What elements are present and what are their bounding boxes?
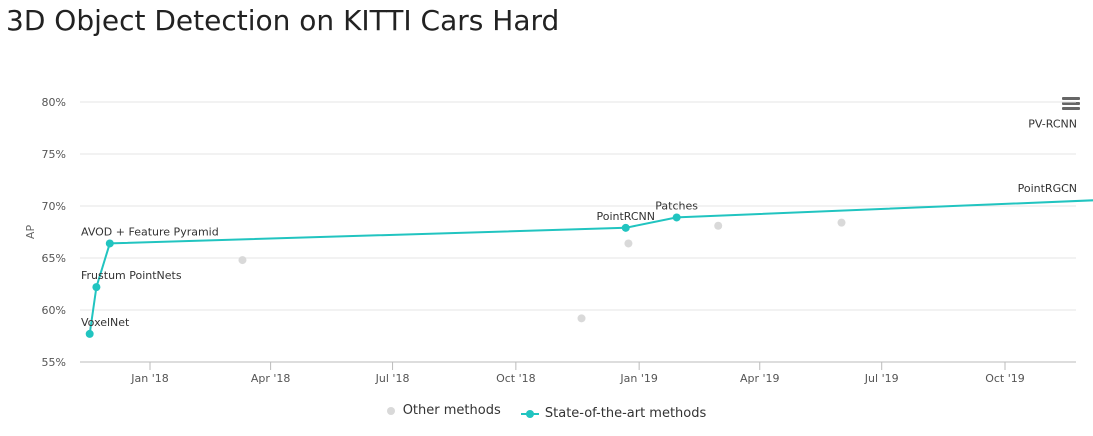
sota-point	[105, 239, 114, 248]
y-tick-label: 70%	[42, 200, 66, 213]
data-label: PointRCNN	[596, 210, 655, 223]
data-label: PointRGCN	[1018, 182, 1077, 195]
y-tick-label: 75%	[42, 148, 66, 161]
other-point	[238, 256, 247, 265]
x-tick-label: Oct '18	[496, 372, 536, 385]
y-tick-label: 65%	[42, 252, 66, 265]
y-tick-label: 80%	[42, 96, 66, 109]
legend-label-other: Other methods	[402, 403, 501, 418]
sota-point	[92, 283, 101, 292]
x-tick-label: Oct '19	[985, 372, 1025, 385]
chart: 55% 60% 65% 70% 75% 80% Jan '18 Apr '18 Jul '18 O…	[24, 96, 1093, 385]
x-tick-label: Jul '19	[864, 372, 899, 385]
legend: Other methods State-of-the-art methods	[0, 403, 1093, 421]
legend-label-sota: State-of-the-art methods	[544, 406, 707, 421]
data-labels: VoxelNet Frustum PointNets AVOD + Feature …	[81, 117, 1077, 329]
x-tick-label: Jan '18	[130, 372, 168, 385]
sota-point	[621, 223, 630, 232]
series	[85, 199, 1093, 338]
legend-marker-sota	[520, 409, 539, 418]
sota-line	[88, 199, 1093, 335]
axes	[80, 361, 1076, 370]
data-label: Patches	[655, 199, 698, 212]
tick-labels: 55% 60% 65% 70% 75% 80% Jan '18 Apr '18 Jul '18 O…	[24, 96, 1025, 385]
legend-item-other[interactable]: Other methods	[386, 403, 501, 418]
y-tick-label: 60%	[42, 304, 66, 317]
data-label: PV-RCNN	[1028, 117, 1077, 130]
other-point	[624, 239, 633, 248]
other-point	[577, 314, 586, 323]
legend-marker-other	[386, 406, 395, 415]
y-axis-title: AP	[24, 225, 37, 240]
data-label: Frustum PointNets	[81, 269, 182, 282]
x-tick-label: Apr '19	[740, 372, 780, 385]
page-title: 3D Object Detection on KITTI Cars Hard	[6, 4, 560, 37]
hamburger-menu-icon[interactable]	[1062, 97, 1080, 111]
sota-point	[672, 213, 681, 222]
y-tick-label: 55%	[42, 356, 66, 369]
legend-item-sota[interactable]: State-of-the-art methods	[520, 406, 707, 421]
grid-lines	[80, 101, 1076, 311]
x-tick-label: Jan '19	[619, 372, 657, 385]
sota-point	[85, 329, 94, 338]
data-label: VoxelNet	[81, 316, 130, 329]
x-tick-label: Apr '18	[251, 372, 291, 385]
other-point	[714, 221, 723, 230]
other-point	[837, 218, 846, 227]
data-label: AVOD + Feature Pyramid	[81, 225, 219, 238]
x-tick-label: Jul '18	[375, 372, 410, 385]
